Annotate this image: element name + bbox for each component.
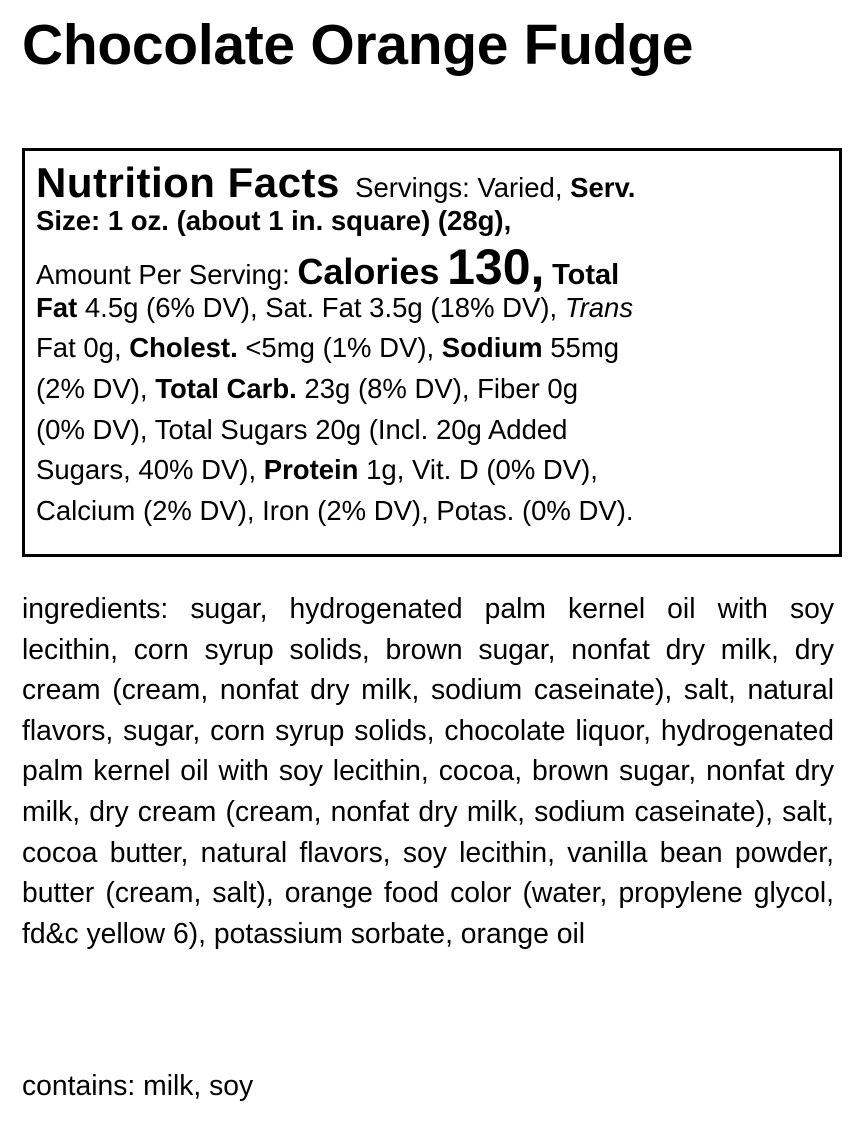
sodium-value: 55mg: [550, 332, 620, 364]
total-fat-label-cont: Fat: [36, 291, 78, 323]
total-fat-value: 4.5g (6% DV), Sat. Fat 3.5g (18% DV),: [84, 291, 558, 323]
amount-per-serving: Amount Per Serving:: [36, 259, 290, 291]
nutrition-facts-heading: Nutrition Facts: [36, 159, 340, 206]
total-carb-label: Total Carb.: [155, 372, 297, 404]
sodium-label: Sodium: [441, 332, 543, 364]
nutrition-facts-panel: Nutrition Facts Servings: Varied, Serv. …: [22, 148, 842, 557]
protein-label: Protein: [263, 454, 359, 486]
ingredients-list: ingredients: sugar, hydrogenated palm ke…: [22, 592, 834, 949]
cholesterol-label: Cholest.: [129, 332, 238, 364]
protein-value: 1g, Vit. D (0% DV),: [366, 454, 598, 486]
sugars-value: (0% DV), Total Sugars 20g (Incl. 20g Add…: [36, 413, 568, 445]
added-sugars-dv: Sugars, 40% DV),: [36, 454, 257, 486]
servings: Servings: Varied,: [355, 172, 563, 203]
trans-fat-label: Trans: [564, 291, 634, 323]
calories-label: Calories: [297, 251, 440, 293]
calories-value: 130,: [447, 239, 545, 296]
minerals: Calcium (2% DV), Iron (2% DV), Potas. (0…: [36, 494, 634, 526]
sodium-dv: (2% DV),: [36, 372, 148, 404]
serving-size-value: Size: 1 oz. (about 1 in. square) (28g),: [36, 204, 512, 236]
total-fat-label: Total: [552, 259, 620, 292]
total-carb-value: 23g (8% DV), Fiber 0g: [304, 372, 579, 404]
product-title: Chocolate Orange Fudge: [22, 13, 694, 77]
cholesterol-value: <5mg (1% DV),: [245, 332, 435, 364]
trans-fat-value: Fat 0g,: [36, 332, 122, 364]
serving-size-label: Serv.: [570, 172, 636, 203]
nutrition-facts-text: Nutrition Facts Servings: Varied, Serv. …: [36, 162, 839, 531]
allergen-statement: contains: milk, soy: [22, 1069, 254, 1101]
